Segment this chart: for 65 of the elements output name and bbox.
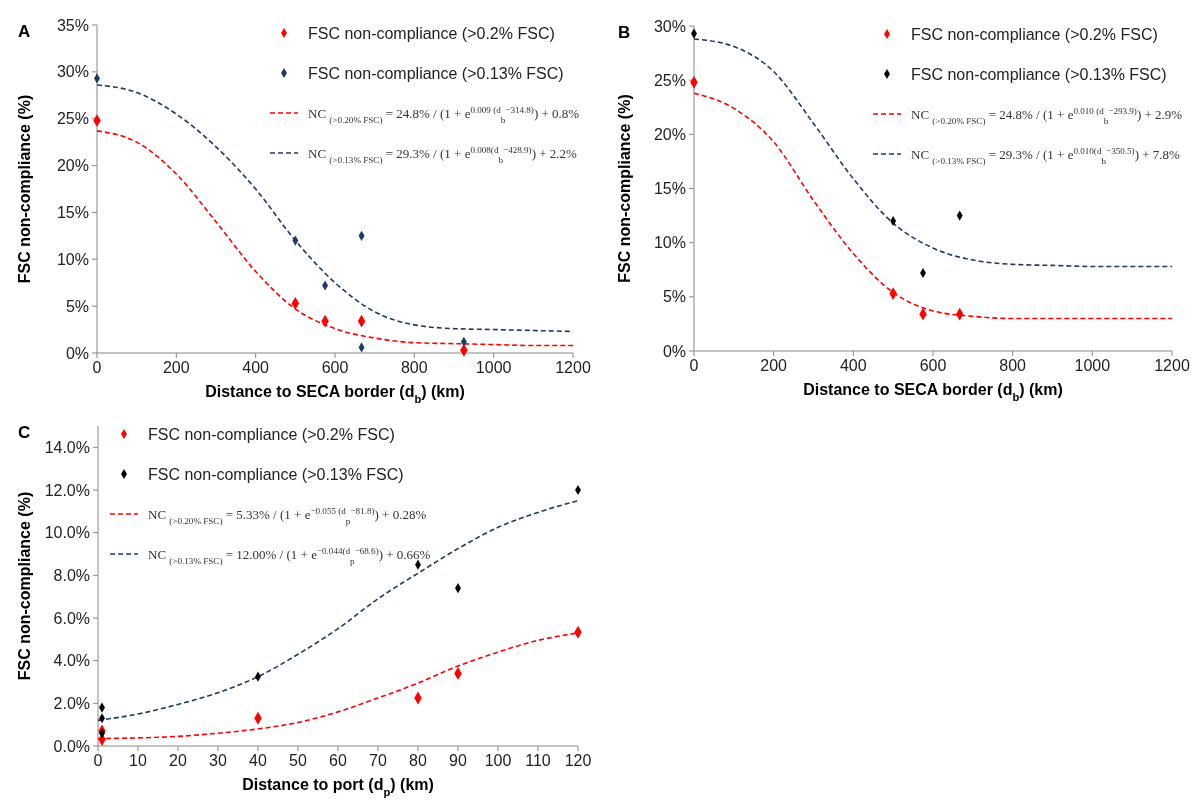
chart-title: A bbox=[18, 22, 31, 41]
y-tick-label: 8.0% bbox=[53, 566, 90, 584]
y-axis-title: FSC non-compliance (%) bbox=[616, 94, 633, 283]
y-tick-label: 12.0% bbox=[44, 481, 90, 499]
y-tick-label: 0% bbox=[65, 344, 89, 362]
y-tick-label: 0% bbox=[662, 342, 686, 360]
x-tick-label: 10 bbox=[129, 752, 147, 769]
x-tick-label: 800 bbox=[400, 359, 428, 376]
y-tick-label: 10.0% bbox=[44, 524, 90, 542]
legend-label: FSC non-compliance (>0.2% FSC) bbox=[911, 25, 1158, 43]
x-tick-label: 1200 bbox=[555, 359, 591, 376]
y-tick-label: 20% bbox=[56, 157, 89, 175]
legend-label: FSC non-compliance (>0.2% FSC) bbox=[148, 425, 395, 443]
x-axis-title: Distance to SECA border (d$_{b}$) (km) bbox=[803, 381, 1063, 403]
x-tick-label: 100 bbox=[484, 752, 512, 769]
x-tick-label: 200 bbox=[162, 359, 190, 376]
y-tick-label: 5% bbox=[65, 297, 89, 315]
x-tick-label: 600 bbox=[321, 359, 349, 376]
x-tick-label: 90 bbox=[449, 752, 467, 769]
x-tick-label: 0 bbox=[93, 752, 103, 769]
y-tick-label: 0.0% bbox=[53, 737, 90, 755]
legend-label: FSC non-compliance (>0.13% FSC) bbox=[308, 64, 564, 82]
legend-label: FSC non-compliance (>0.2% FSC) bbox=[308, 24, 555, 42]
x-tick-label: 80 bbox=[409, 752, 427, 769]
x-tick-label: 0 bbox=[689, 357, 699, 374]
y-tick-label: 4.0% bbox=[53, 652, 90, 670]
x-tick-label: 30 bbox=[209, 752, 227, 769]
y-tick-label: 10% bbox=[56, 250, 89, 268]
y-tick-label: 20% bbox=[653, 125, 686, 143]
x-tick-label: 70 bbox=[369, 752, 387, 769]
x-tick-label: 50 bbox=[289, 752, 307, 769]
y-axis-title: FSC non-compliance (%) bbox=[16, 491, 33, 681]
x-tick-label: 400 bbox=[839, 357, 867, 374]
chart-title: B bbox=[618, 23, 631, 42]
y-tick-label: 14.0% bbox=[44, 438, 90, 456]
y-tick-label: 6.0% bbox=[53, 609, 90, 627]
x-tick-label: 200 bbox=[760, 357, 788, 374]
x-tick-label: 1000 bbox=[1074, 357, 1111, 374]
y-tick-label: 30% bbox=[56, 63, 89, 81]
x-axis-title: Distance to SECA border (d$_{b}$) (km) bbox=[205, 383, 465, 405]
y-tick-label: 2.0% bbox=[53, 694, 90, 712]
x-tick-label: 600 bbox=[919, 357, 947, 374]
x-tick-label: 0 bbox=[92, 359, 102, 376]
x-tick-label: 1200 bbox=[1154, 357, 1190, 374]
y-axis-title: FSC non-compliance (%) bbox=[16, 94, 33, 284]
x-tick-label: 40 bbox=[249, 752, 267, 769]
y-tick-label: 30% bbox=[653, 17, 686, 35]
legend-label: FSC non-compliance (>0.13% FSC) bbox=[911, 65, 1167, 83]
x-tick-label: 60 bbox=[329, 752, 347, 769]
y-tick-label: 15% bbox=[56, 204, 89, 222]
y-tick-label: 35% bbox=[56, 16, 89, 34]
y-tick-label: 5% bbox=[662, 288, 686, 306]
x-tick-label: 1000 bbox=[475, 359, 512, 376]
x-tick-label: 400 bbox=[242, 359, 270, 376]
x-tick-label: 120 bbox=[564, 752, 592, 769]
y-tick-label: 25% bbox=[56, 110, 89, 128]
x-tick-label: 20 bbox=[169, 752, 187, 769]
y-tick-label: 25% bbox=[653, 71, 686, 89]
y-tick-label: 10% bbox=[653, 234, 686, 252]
legend-label: FSC non-compliance (>0.13% FSC) bbox=[148, 465, 404, 483]
x-axis-title: Distance to port (d$_{p}$) (km) bbox=[242, 776, 434, 798]
chart-title: C bbox=[18, 423, 31, 442]
x-tick-label: 800 bbox=[999, 357, 1027, 374]
y-tick-label: 15% bbox=[653, 180, 686, 198]
x-tick-label: 110 bbox=[525, 752, 551, 769]
